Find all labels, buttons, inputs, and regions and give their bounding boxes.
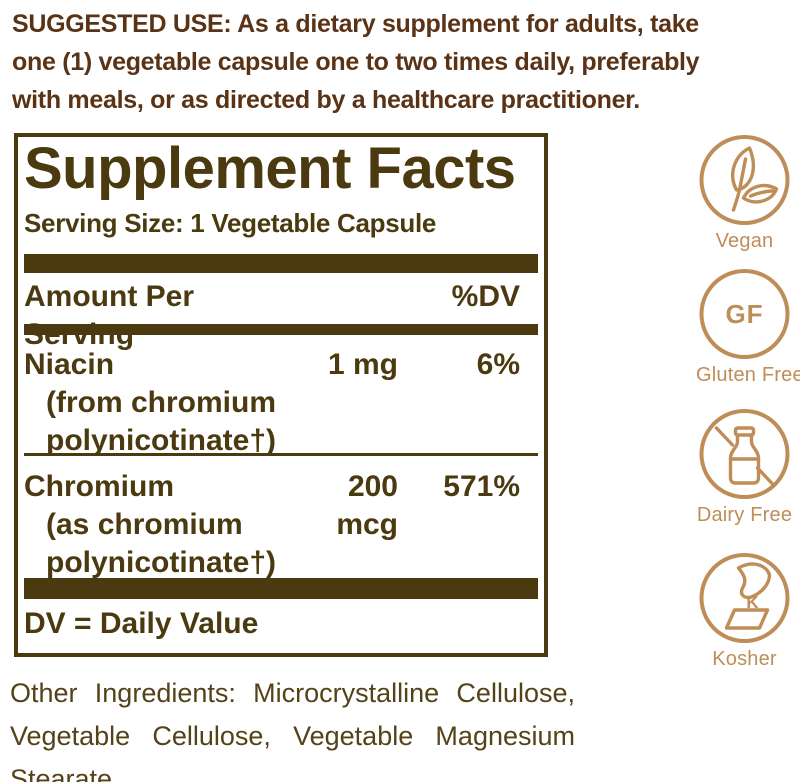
divider-line [24, 453, 538, 456]
divider-bar [24, 578, 538, 599]
dv-header: %DV [451, 280, 520, 313]
badge-label: Gluten Free [696, 364, 800, 386]
dairy-free-icon [699, 409, 790, 499]
nutrient-detail-line: (from chromium [46, 386, 277, 419]
nutrient-detail: (from chromium polynicotinate†) [46, 384, 276, 460]
divider-bar [24, 324, 538, 335]
suggested-use-line: with meals, or as directed by a healthca… [12, 86, 640, 114]
serving-size-text: Serving Size: 1 Vegetable Capsule [24, 208, 437, 238]
svg-text:K: K [746, 593, 759, 612]
nutrient-name: Niacin [24, 348, 115, 381]
kosher-icon: K [699, 553, 790, 643]
nutrient-detail-line: (as chromium [46, 508, 243, 541]
dv-footnote: DV = Daily Value [24, 607, 259, 640]
kosher-badge: K Kosher [696, 551, 793, 671]
spacer-cell [278, 278, 428, 354]
nutrient-amount: 1 mg [327, 348, 398, 381]
suggested-use-text: SUGGESTED USE: As a dietary supplement f… [12, 5, 772, 119]
vegan-leaf-icon [699, 135, 790, 225]
supplement-facts-panel: Supplement Facts Serving Size: 1 Vegetab… [14, 133, 548, 657]
badge-label: Kosher [712, 648, 777, 670]
gluten-free-icon: GF [699, 269, 790, 359]
suggested-use-line: one (1) vegetable capsule one to two tim… [12, 48, 700, 76]
other-ingredients-text: Other Ingredients: Microcrystalline Cell… [10, 672, 575, 782]
suggested-use-line: SUGGESTED USE: As a dietary supplement f… [12, 10, 699, 38]
svg-text:GF: GF [725, 299, 763, 329]
nutrient-dv: 6% [476, 348, 520, 381]
badge-label: Vegan [715, 230, 774, 252]
vegan-badge: Vegan [696, 133, 793, 253]
badge-label: Dairy Free [696, 504, 793, 526]
nutrient-name: Chromium [24, 470, 174, 503]
other-ingredients-line: Stearate. [10, 764, 120, 782]
other-ingredients-line: Vegetable Cellulose, Vegetable Magnesium [10, 721, 575, 751]
nutrient-dv: 571% [443, 470, 520, 503]
table-header-row: Amount Per Serving %DV [24, 278, 538, 354]
dairy-free-badge: Dairy Free [696, 407, 793, 527]
nutrient-detail-line: polynicotinate†) [46, 546, 277, 579]
nutrient-detail-line: polynicotinate†) [46, 424, 277, 457]
other-ingredients-line: Other Ingredients: Microcrystalline Cell… [10, 678, 575, 708]
nutrient-detail: (as chromium polynicotinate†) [46, 506, 276, 582]
gluten-free-badge: GF Gluten Free [696, 267, 800, 387]
nutrient-amount: 200 mcg [336, 470, 398, 541]
divider-bar [24, 254, 538, 273]
table-row: Niacin 1 mg 6% [24, 346, 538, 384]
table-row: Chromium 200 mcg 571% [24, 468, 538, 544]
amount-per-serving-header: Amount Per Serving [24, 280, 195, 351]
supplement-facts-title: Supplement Facts [24, 136, 516, 201]
